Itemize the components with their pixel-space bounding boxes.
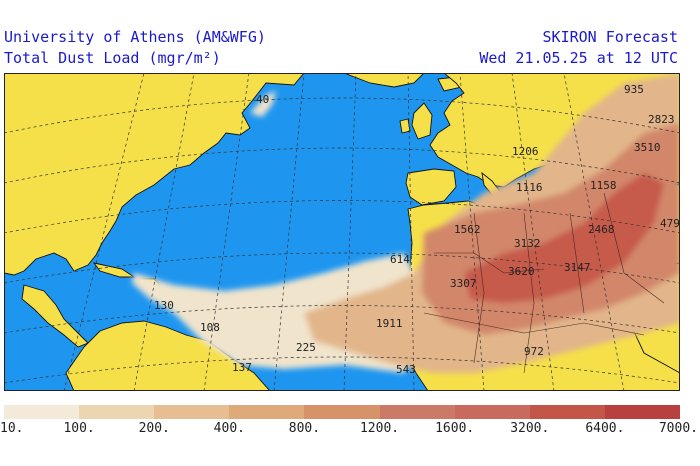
graticule [4, 73, 680, 391]
dust-layer [132, 73, 680, 373]
legend-label: 10. [0, 421, 24, 436]
value-label: 137 [232, 361, 252, 374]
parallel-1 [4, 97, 680, 134]
north-america-land [4, 73, 305, 276]
value-label: 1206 [512, 145, 539, 158]
legend-swatch [304, 405, 380, 419]
value-label: 1116 [516, 181, 543, 194]
border-4 [569, 212, 585, 314]
dust-north-plume [250, 91, 276, 117]
country-borders [423, 192, 665, 374]
parallel-3 [4, 200, 680, 234]
legend-labels: 10. 100. 200. 400. 800. 1200. 1600. 3200. 6400. 7… [0, 421, 700, 441]
border-3 [523, 212, 535, 374]
value-label: 543 [396, 363, 416, 376]
legend-label: 3200. [510, 421, 550, 436]
legend-label: 800. [288, 421, 321, 436]
central-america-land [21, 284, 89, 348]
value-label: 935 [624, 83, 644, 96]
border-6 [423, 312, 645, 336]
meridian-6 [407, 73, 415, 391]
value-label: 972 [524, 345, 544, 358]
value-label: 1911 [376, 317, 403, 330]
border-2 [473, 212, 485, 364]
value-label: 3307 [450, 277, 477, 290]
legend-swatch [4, 405, 80, 419]
legend-swatch [154, 405, 230, 419]
legend-swatch [604, 405, 680, 419]
border-5 [603, 192, 665, 304]
value-label: 3510 [634, 141, 661, 154]
parallel-6 [4, 356, 680, 384]
meridian-5 [343, 73, 357, 391]
legend-swatch [229, 405, 305, 419]
meridian-1 [63, 73, 145, 391]
value-label: 3620 [508, 265, 535, 278]
institution-title: University of Athens (AM&WFG) [4, 28, 266, 46]
dust-peak-core [464, 173, 664, 303]
cuba-land [92, 262, 136, 278]
legend-label: 7000. [658, 421, 698, 436]
forecast-datetime: Wed 21.05.25 at 12 UTC [479, 49, 678, 67]
parallel-2 [4, 147, 680, 184]
value-label: 479 [660, 217, 680, 230]
value-label: 225 [296, 341, 316, 354]
legend-swatch [454, 405, 530, 419]
dust-map: 40 935 2823 3510 1206 1116 1158 479 1562… [4, 73, 680, 391]
border-1 [434, 252, 545, 274]
legend-label: 1600. [435, 421, 475, 436]
value-labels: 40 935 2823 3510 1206 1116 1158 479 1562… [154, 83, 680, 376]
value-label: 108 [200, 321, 220, 334]
iberia-land [405, 168, 457, 206]
value-label: 1562 [454, 223, 481, 236]
ireland-land [399, 118, 411, 134]
legend-label: 200. [138, 421, 170, 436]
value-label: 130 [154, 299, 174, 312]
value-label: 2468 [588, 223, 615, 236]
map-frame [4, 73, 680, 391]
value-label: 1158 [590, 179, 617, 192]
color-legend [4, 405, 680, 419]
legend-swatch [379, 405, 455, 419]
value-label: 614 [390, 253, 410, 266]
british-isles-land [411, 102, 433, 140]
value-label: 2823 [648, 113, 675, 126]
value-label: 3132 [514, 237, 541, 250]
legend-label: 100. [63, 421, 95, 436]
parallel-4 [4, 252, 680, 284]
legend-swatch [79, 405, 155, 419]
greenland-land [343, 73, 425, 88]
value-label: 3147 [564, 261, 591, 274]
title-block: University of Athens (AM&WFG) Total Dust… [4, 27, 266, 69]
legend-label: 1200. [359, 421, 400, 436]
forecast-model-title: SKIRON Forecast [542, 28, 678, 46]
meridian-4 [273, 73, 305, 391]
forecast-block: SKIRON Forecast Wed 21.05.25 at 12 UTC [479, 27, 678, 69]
legend-swatch [529, 405, 605, 419]
variable-title: Total Dust Load (mgr/m²) [4, 49, 221, 67]
legend-label: 400. [213, 421, 245, 436]
meridian-7 [459, 73, 485, 391]
parallel-5 [4, 305, 680, 334]
legend-label: 6400. [585, 421, 625, 436]
value-label: 40 [256, 93, 269, 106]
